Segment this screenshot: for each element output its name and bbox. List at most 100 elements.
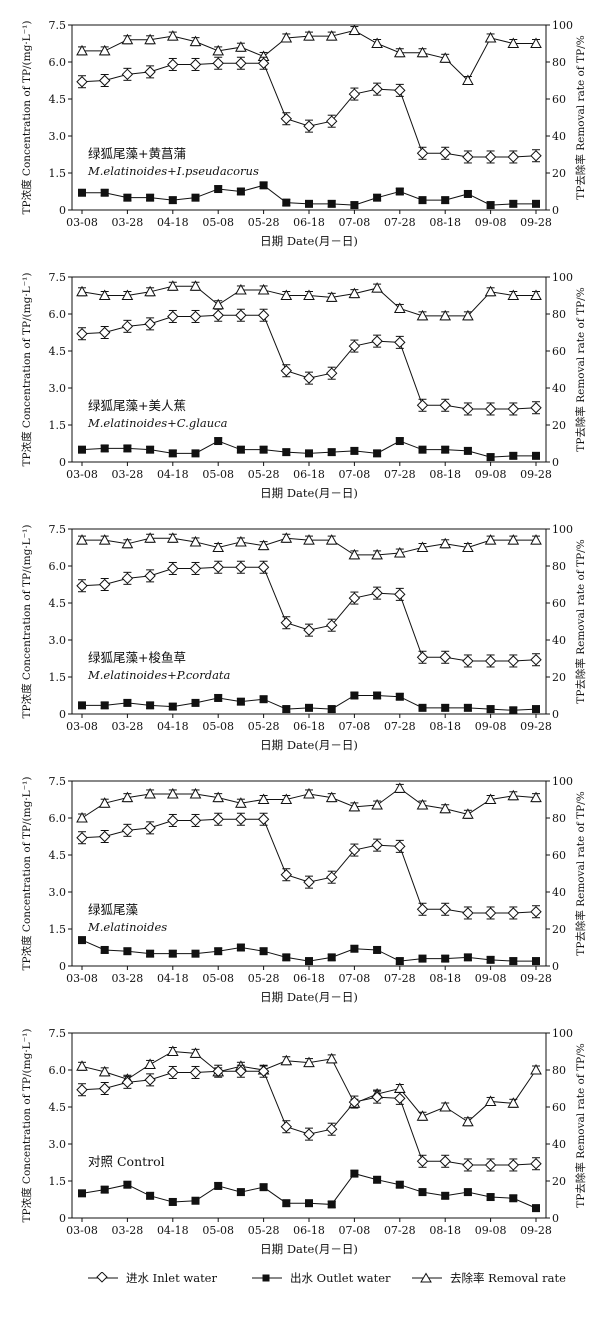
inlet-point bbox=[439, 1155, 451, 1167]
removal-point bbox=[462, 309, 474, 321]
outlet-point bbox=[168, 196, 177, 205]
plot-frame bbox=[71, 780, 547, 967]
inlet-point bbox=[76, 76, 88, 88]
removal-point bbox=[325, 534, 338, 545]
removal-point bbox=[280, 31, 293, 43]
x-tick-label: 07-08 bbox=[339, 1224, 371, 1237]
removal-point bbox=[76, 534, 88, 545]
inlet-point bbox=[394, 1092, 406, 1105]
panel-label-cn: 绿狐尾藻+梭鱼草 bbox=[88, 650, 186, 665]
x-tick-label: 05-28 bbox=[248, 972, 280, 985]
inlet-point bbox=[325, 1123, 338, 1135]
inlet-point bbox=[121, 68, 134, 81]
removal-point bbox=[189, 1047, 202, 1058]
outlet-point bbox=[441, 954, 450, 963]
inlet-point bbox=[416, 399, 429, 411]
x-axis-title: 日期 Date(月－日) bbox=[260, 1242, 358, 1256]
x-tick-label: 03-08 bbox=[66, 1224, 98, 1237]
y-left-tick-label: 7.5 bbox=[49, 1027, 67, 1040]
inlet-point bbox=[212, 1065, 224, 1077]
outlet-point bbox=[168, 949, 177, 958]
outlet-point bbox=[350, 446, 359, 455]
y-right-tick-label: 0 bbox=[552, 960, 559, 973]
outlet-point bbox=[327, 199, 336, 208]
x-axis-title: 日期 Date(月－日) bbox=[260, 990, 358, 1004]
inlet-point bbox=[348, 844, 361, 856]
inlet-point bbox=[280, 1121, 293, 1133]
inlet-point bbox=[484, 655, 497, 667]
outlet-point bbox=[123, 1180, 132, 1189]
removal-point bbox=[325, 291, 338, 302]
x-tick-label: 04-18 bbox=[157, 1224, 189, 1237]
outlet-point bbox=[350, 1169, 359, 1178]
inlet-point bbox=[76, 328, 88, 340]
x-tick-label: 08-18 bbox=[429, 720, 461, 733]
outlet-point bbox=[486, 955, 495, 964]
inlet-point bbox=[144, 570, 156, 582]
removal-point bbox=[439, 309, 452, 321]
y-left-tick-label: 0 bbox=[59, 708, 66, 721]
x-tick-label: 07-08 bbox=[339, 216, 371, 229]
x-tick-label: 07-28 bbox=[384, 972, 416, 985]
outlet-point bbox=[123, 698, 132, 707]
removal-point bbox=[303, 787, 315, 799]
outlet-point bbox=[259, 1183, 268, 1192]
removal-point bbox=[189, 35, 202, 47]
outlet-point bbox=[486, 453, 495, 462]
y-right-tick-label: 60 bbox=[552, 1101, 566, 1114]
inlet-point bbox=[76, 832, 88, 844]
removal-point bbox=[98, 797, 111, 808]
removal-point bbox=[484, 285, 497, 297]
outlet-point bbox=[78, 445, 86, 454]
y-left-tick-label: 4.5 bbox=[49, 93, 67, 106]
removal-point bbox=[144, 532, 156, 543]
inlet-point bbox=[257, 1065, 270, 1077]
outlet-point bbox=[146, 701, 155, 710]
inlet-point bbox=[189, 310, 202, 323]
outlet-point bbox=[282, 953, 291, 962]
removal-point bbox=[325, 1052, 338, 1064]
outlet-point bbox=[418, 1188, 427, 1197]
x-tick-label: 05-28 bbox=[248, 1224, 280, 1237]
inlet-point bbox=[439, 399, 451, 411]
removal-point bbox=[348, 548, 361, 560]
removal-point bbox=[166, 1045, 179, 1056]
outlet-point bbox=[214, 693, 223, 702]
x-tick-label: 04-18 bbox=[157, 216, 189, 229]
outlet-point bbox=[395, 1180, 404, 1189]
y-right-tick-label: 80 bbox=[552, 812, 566, 825]
y-right-tick-label: 0 bbox=[552, 204, 559, 217]
x-axis-title: 日期 Date(月－日) bbox=[260, 486, 358, 500]
outlet-point bbox=[463, 1188, 472, 1197]
outlet-point bbox=[463, 189, 472, 198]
removal-point bbox=[462, 541, 474, 552]
outlet-point bbox=[123, 193, 132, 202]
x-tick-label: 03-08 bbox=[66, 972, 98, 985]
outlet-point bbox=[305, 449, 313, 458]
removal-point bbox=[462, 808, 474, 819]
inlet-point bbox=[189, 1066, 202, 1079]
outlet-point bbox=[123, 444, 132, 453]
x-tick-label: 09-28 bbox=[520, 216, 552, 229]
inlet-point bbox=[144, 1074, 156, 1086]
outlet-point bbox=[486, 201, 495, 210]
removal-point bbox=[325, 791, 338, 803]
inlet-point bbox=[144, 318, 156, 330]
x-tick-label: 07-28 bbox=[384, 720, 416, 733]
y-left-tick-label: 6.0 bbox=[49, 560, 67, 573]
x-tick-label: 03-28 bbox=[112, 216, 144, 229]
removal-point bbox=[484, 793, 497, 804]
x-tick-label: 04-18 bbox=[157, 720, 189, 733]
inlet-point bbox=[530, 906, 542, 918]
x-tick-label: 09-28 bbox=[520, 468, 552, 481]
inlet-point bbox=[280, 869, 293, 881]
removal-point bbox=[257, 793, 270, 804]
removal-point bbox=[416, 1110, 429, 1121]
outlet-point bbox=[532, 957, 540, 966]
removal-point bbox=[507, 289, 520, 300]
panel-label-cn: 对照 Control bbox=[88, 1154, 165, 1169]
inlet-point bbox=[144, 822, 156, 834]
outlet-point bbox=[373, 193, 382, 202]
x-tick-label: 07-28 bbox=[384, 216, 416, 229]
inlet-point bbox=[98, 1082, 111, 1095]
